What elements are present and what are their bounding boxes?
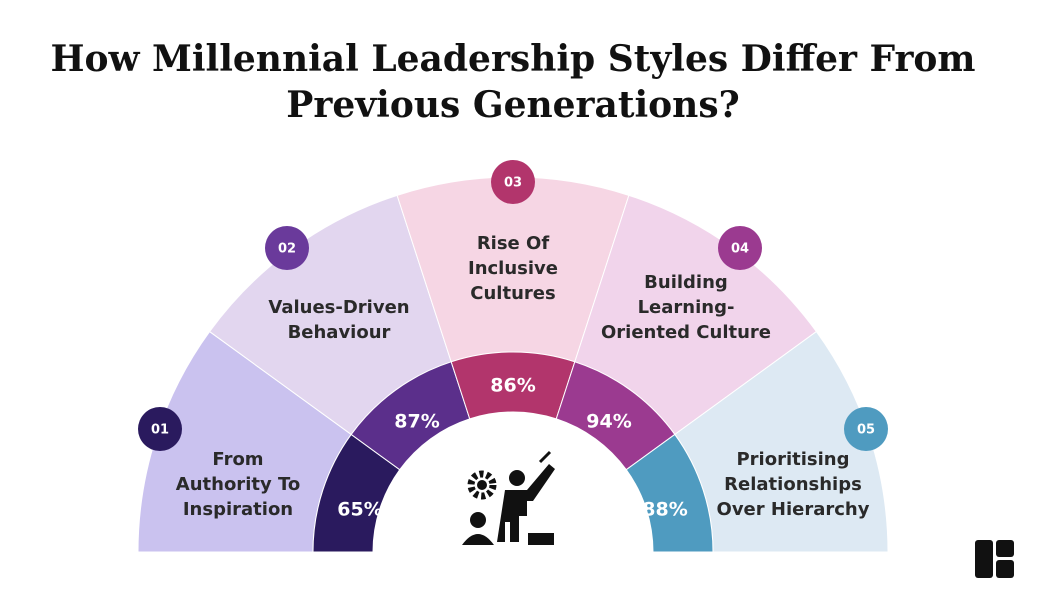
segment-label: Building — [644, 272, 728, 293]
segment-label: Values-Driven — [268, 297, 409, 318]
baseline — [130, 552, 900, 562]
segment-percent: 65% — [337, 499, 382, 521]
segment-percent: 94% — [586, 411, 631, 433]
segment-label: Relationships — [724, 474, 862, 495]
segment-label: Rise Of — [477, 233, 550, 254]
segment-label: Behaviour — [288, 322, 391, 343]
badge-number: 03 — [504, 176, 522, 191]
segment-percent: 87% — [394, 411, 439, 433]
segment-label: From — [212, 449, 263, 470]
badge-number: 02 — [278, 242, 296, 257]
badge — [718, 226, 762, 270]
segment-label: Learning- — [638, 297, 735, 318]
segment-label: Prioritising — [736, 449, 849, 470]
segment-label: Authority To — [176, 474, 300, 495]
logo — [975, 540, 1014, 578]
title: How Millennial Leadership Styles Differ … — [50, 38, 975, 80]
title: Previous Generations? — [286, 84, 739, 126]
badge — [265, 226, 309, 270]
badge — [138, 407, 182, 451]
segment-label: Cultures — [470, 283, 555, 304]
badge-number: 04 — [731, 242, 749, 257]
segment-label: Oriented Culture — [601, 322, 771, 343]
segment-label: Inclusive — [468, 258, 558, 279]
segment-percent: 86% — [490, 375, 535, 397]
segments: 01 From Authority To Inspiration 65% 02 Values… — [130, 160, 900, 562]
center-icon — [462, 450, 555, 545]
badge — [491, 160, 535, 204]
badge-number: 05 — [857, 423, 875, 438]
segment-label: Over Hierarchy — [717, 499, 870, 520]
badge-number: 01 — [151, 423, 169, 438]
segment-label: Inspiration — [183, 499, 293, 520]
segment-percent: 88% — [642, 499, 687, 521]
badge — [844, 407, 888, 451]
